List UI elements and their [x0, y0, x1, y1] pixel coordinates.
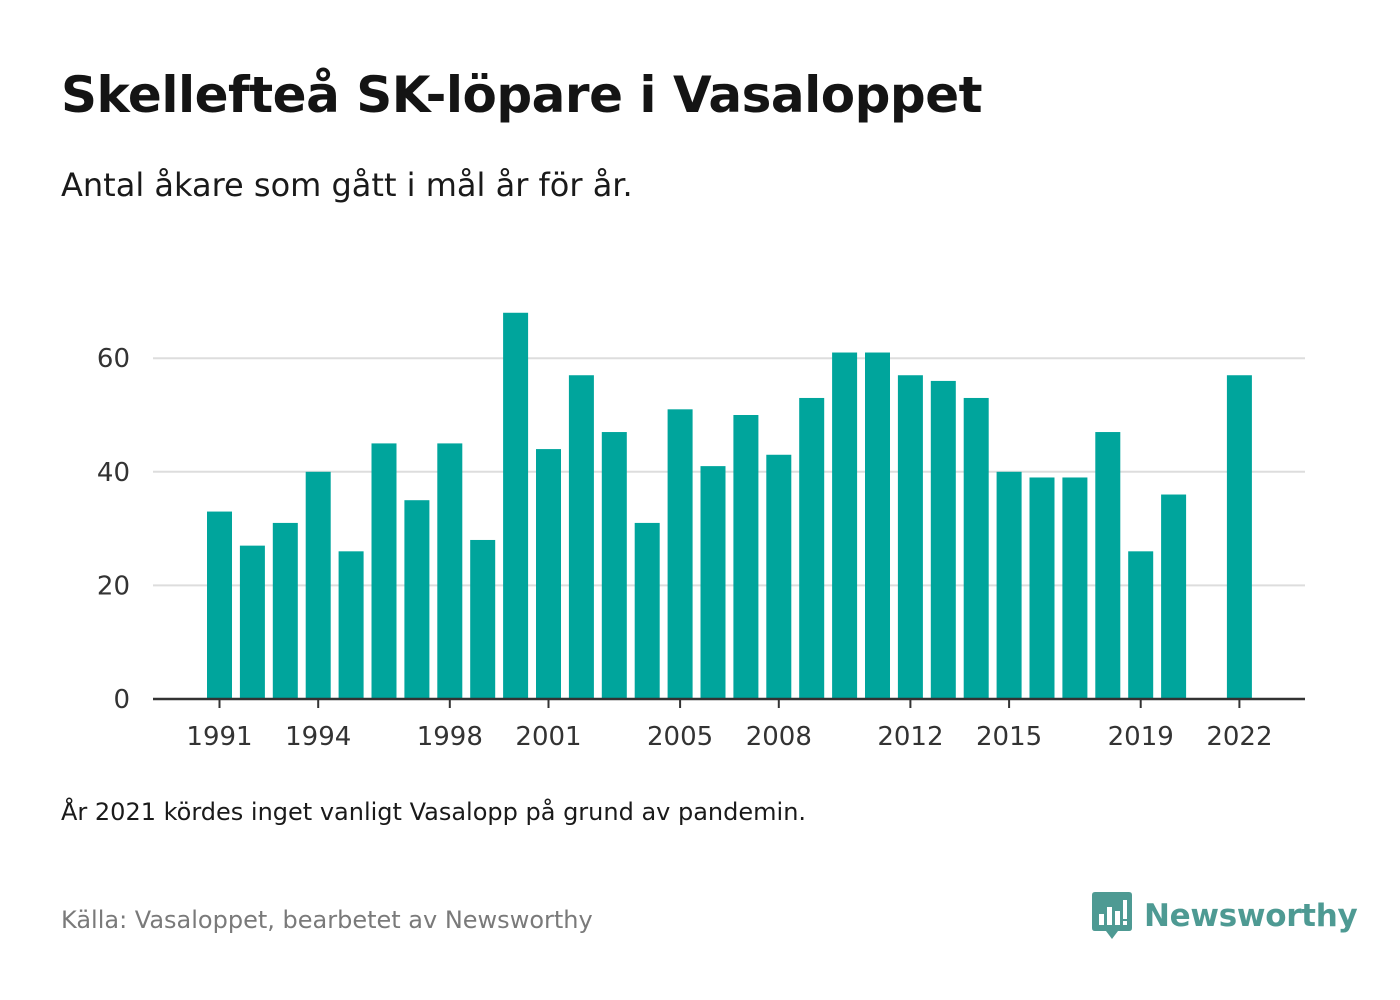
bar-2015 [996, 471, 1022, 699]
bar-2016 [1029, 477, 1055, 699]
newsworthy-brand: Newsworthy [1092, 892, 1358, 940]
bar-2011 [865, 352, 890, 699]
y-tick-label: 40 [97, 458, 130, 488]
bar-2008 [766, 454, 792, 699]
bar-2017 [1062, 477, 1088, 699]
bar-1992 [239, 545, 265, 699]
y-tick-label: 20 [97, 571, 130, 601]
chart-title: Skellefteå SK-löpare i Vasaloppet [61, 66, 983, 124]
bar-1999 [470, 539, 496, 699]
bar-1996 [371, 443, 397, 699]
bar-2001 [536, 449, 561, 699]
bar-2013 [930, 380, 956, 699]
chart-subtitle: Antal åkare som gått i mål år för år. [61, 166, 633, 204]
bar-2006 [700, 466, 726, 699]
bar-2009 [799, 397, 825, 699]
bar-2004 [634, 522, 660, 699]
x-tick-label: 1998 [417, 722, 483, 752]
bar-1998 [437, 443, 463, 699]
x-tick-label: 2001 [515, 722, 581, 752]
bar-2019 [1128, 551, 1154, 699]
bar-1997 [404, 500, 430, 699]
axes: 0 20 40 60 1991 1994 1998 2001 2005 2008 2012 2015 2… [97, 344, 1305, 752]
bar-2014 [963, 397, 989, 699]
x-tick-label: 2022 [1206, 722, 1272, 752]
bar-2002 [568, 375, 594, 699]
bars [207, 312, 1252, 699]
y-tick-label: 60 [97, 344, 130, 374]
x-tick-label: 2019 [1108, 722, 1174, 752]
bar-2003 [601, 432, 627, 699]
bar-2022 [1226, 375, 1252, 699]
bar-1991 [207, 511, 232, 699]
x-tick-label: 1991 [186, 722, 252, 752]
y-tick-label: 0 [113, 685, 130, 715]
bar-1994 [305, 471, 331, 699]
bar-2010 [832, 352, 858, 699]
x-tick-label: 2008 [746, 722, 812, 752]
bar-2007 [733, 415, 759, 699]
bar-1993 [272, 522, 298, 699]
x-tick-label: 2012 [877, 722, 943, 752]
bar-1995 [338, 551, 364, 699]
bar-2020 [1161, 494, 1187, 699]
x-tick-label: 1994 [285, 722, 351, 752]
chart-note: År 2021 kördes inget vanligt Vasalopp på… [61, 798, 807, 826]
x-tick-label: 2015 [976, 722, 1042, 752]
source-credit: Källa: Vasaloppet, bearbetet av Newswort… [61, 906, 593, 934]
brand-name: Newsworthy [1144, 898, 1358, 934]
bar-2012 [897, 375, 923, 699]
newsworthy-logo-icon [1092, 892, 1132, 939]
bar-chart: 0 20 40 60 1991 1994 1998 2001 2005 2008 2012 2015 2… [97, 312, 1305, 752]
bar-2000 [503, 312, 529, 699]
bar-2005 [667, 409, 693, 699]
bar-2018 [1095, 432, 1121, 699]
x-tick-label: 2005 [647, 722, 713, 752]
